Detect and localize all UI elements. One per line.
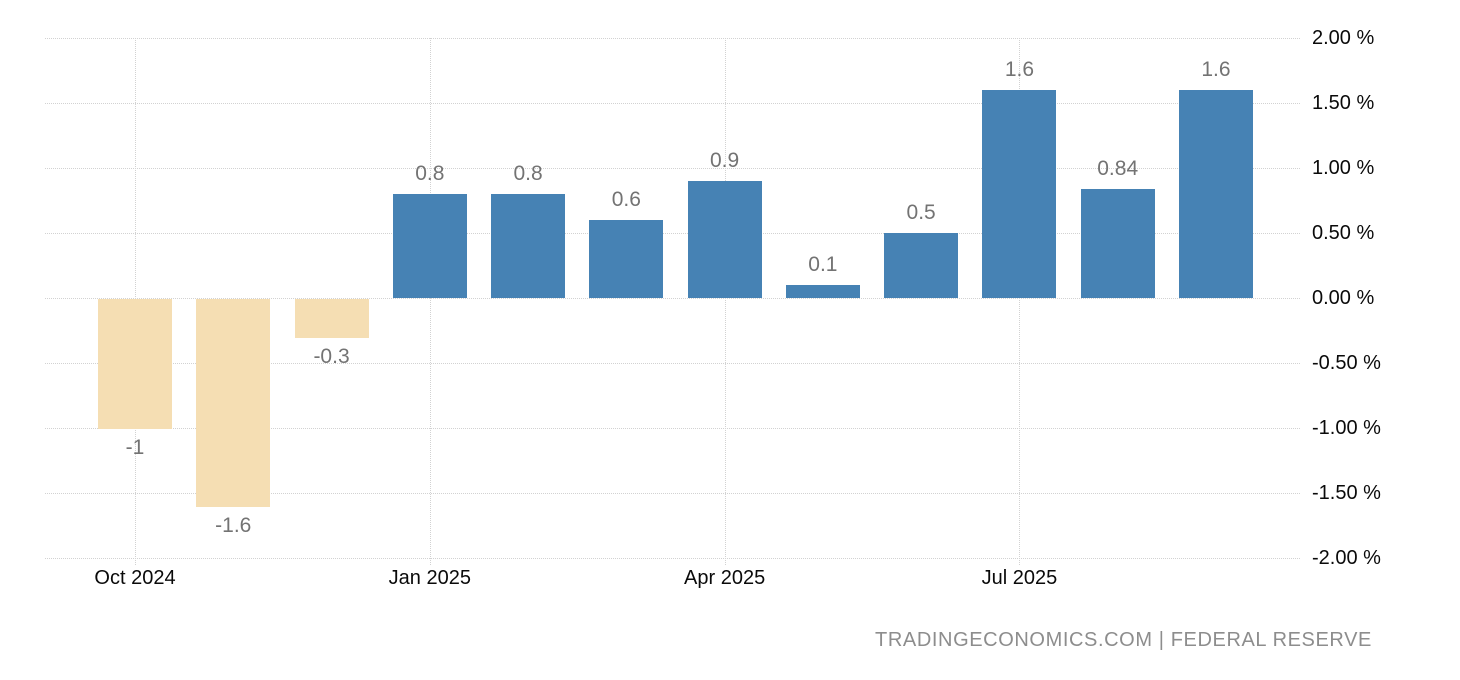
bar-value-label: -0.3 xyxy=(313,345,350,368)
y-axis-tick-label: -2.00 % xyxy=(1312,547,1381,569)
bar-value-label: -1.6 xyxy=(215,514,252,537)
bar-value-label: 0.8 xyxy=(415,162,445,185)
bar-value-label: 1.6 xyxy=(1004,58,1035,81)
bar[interactable] xyxy=(884,233,959,298)
bar[interactable] xyxy=(687,181,762,298)
bar-value-label: -1 xyxy=(125,436,145,459)
bar-value-label: 0.84 xyxy=(1097,156,1139,180)
horizontal-gridline xyxy=(45,493,1300,494)
x-axis-tick-label: Jul 2025 xyxy=(981,567,1058,589)
bar[interactable] xyxy=(1080,188,1155,298)
bar[interactable] xyxy=(392,194,467,298)
horizontal-gridline xyxy=(45,298,1300,299)
bar[interactable] xyxy=(294,299,369,338)
y-axis-tick-label: -1.00 % xyxy=(1312,417,1381,439)
y-axis-tick-label: 0.50 % xyxy=(1312,222,1375,244)
bar[interactable] xyxy=(1178,90,1253,298)
x-axis-tick-label: Apr 2025 xyxy=(684,567,766,589)
horizontal-gridline xyxy=(45,363,1300,364)
y-axis-tick-label: 2.00 % xyxy=(1312,27,1375,49)
horizontal-gridline xyxy=(45,428,1300,429)
horizontal-gridline xyxy=(45,168,1300,169)
y-axis-tick-label: -0.50 % xyxy=(1312,352,1381,374)
horizontal-gridline xyxy=(45,558,1300,559)
attribution-text: TRADINGECONOMICS.COM | FEDERAL RESERVE xyxy=(875,629,1372,651)
bar[interactable] xyxy=(589,220,664,298)
bar-value-label: 1.6 xyxy=(1201,58,1231,81)
horizontal-gridline xyxy=(45,38,1300,39)
vertical-gridline xyxy=(1019,38,1021,565)
bar-value-label: 0.5 xyxy=(906,201,936,224)
y-axis-tick-label: -1.50 % xyxy=(1312,482,1381,504)
bar-value-label: 0.9 xyxy=(710,149,740,172)
y-axis-tick-label: 1.50 % xyxy=(1312,92,1375,114)
bar-value-label: 0.1 xyxy=(808,253,838,276)
bar[interactable] xyxy=(491,194,566,298)
bar-value-label: 0.8 xyxy=(513,162,543,185)
horizontal-gridline xyxy=(45,103,1300,104)
vertical-gridline xyxy=(724,38,726,565)
x-axis-tick-label: Jan 2025 xyxy=(388,567,471,589)
bar[interactable] xyxy=(196,299,271,507)
y-axis-tick-label: 0.00 % xyxy=(1312,287,1375,309)
y-axis-tick-label: 1.00 % xyxy=(1312,157,1375,179)
bar[interactable] xyxy=(98,299,172,429)
vertical-gridline xyxy=(429,38,431,565)
horizontal-gridline xyxy=(45,233,1300,234)
bar[interactable] xyxy=(982,90,1057,298)
x-axis-tick-label: Oct 2024 xyxy=(94,567,176,589)
bar-value-label: 0.6 xyxy=(611,188,641,211)
bar[interactable] xyxy=(785,285,860,298)
